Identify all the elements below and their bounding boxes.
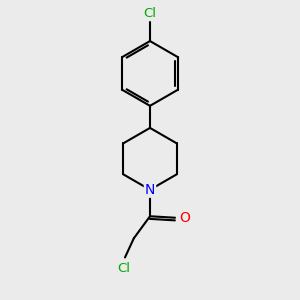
- Text: Cl: Cl: [117, 262, 130, 275]
- Text: Cl: Cl: [143, 7, 157, 20]
- Text: N: N: [145, 183, 155, 197]
- Text: O: O: [179, 211, 190, 225]
